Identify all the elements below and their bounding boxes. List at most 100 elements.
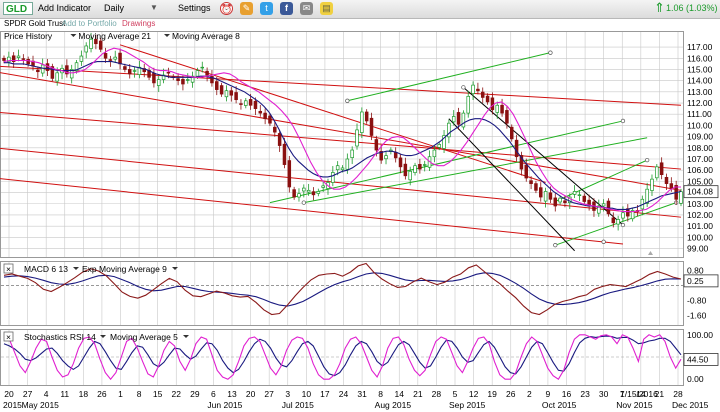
x-tick-label: 15: [153, 389, 163, 399]
x-month-label: Oct 2015: [542, 400, 577, 410]
green-trendline: [555, 159, 648, 202]
candle: [302, 187, 306, 192]
candle: [664, 176, 669, 184]
candle: [118, 52, 122, 65]
candle: [306, 189, 311, 193]
candle: [7, 56, 11, 63]
candle: [224, 90, 229, 98]
y-tick-label: 106.00: [687, 165, 713, 175]
x-month-label: Jun 2015: [207, 400, 242, 410]
candle: [432, 149, 437, 158]
candle: [40, 64, 45, 74]
x-tick-label: 10: [302, 389, 312, 399]
x-tick-label: 22: [172, 389, 182, 399]
chevron-down-icon: [172, 267, 178, 270]
last-date-label: 1/15/2016: [620, 389, 658, 399]
candle: [113, 56, 117, 60]
close-icon-glyph: ×: [6, 332, 11, 342]
candle: [616, 219, 620, 225]
candle: [205, 70, 209, 76]
candle: [263, 112, 267, 120]
add-to-portfolio-link[interactable]: Add to Portfolio: [62, 19, 117, 28]
black-trendline: [463, 86, 624, 226]
candle: [572, 191, 577, 195]
add-indicator-button[interactable]: Add Indicator: [38, 3, 92, 13]
candle: [500, 104, 504, 114]
candle: [611, 217, 616, 224]
candle: [529, 180, 533, 184]
candle: [26, 59, 30, 65]
x-tick-label: 3: [285, 389, 290, 399]
y-tick-label: 110.00: [687, 120, 713, 130]
x-tick-label: 24: [339, 389, 349, 399]
symbol-input[interactable]: GLD: [3, 2, 33, 15]
candle: [471, 84, 475, 94]
candle: [321, 185, 325, 188]
candle: [447, 122, 451, 138]
candle: [316, 191, 321, 194]
candle: [234, 92, 238, 101]
trendline-handle: [548, 50, 553, 55]
legend-item: Exp Moving Average 9: [82, 264, 167, 274]
x-month-label: Dec 2015: [672, 400, 709, 410]
candle: [601, 203, 606, 207]
candle: [548, 192, 553, 200]
candle: [350, 149, 354, 158]
sma21-line: [4, 61, 682, 210]
candle: [229, 90, 234, 96]
candle: [524, 164, 529, 179]
x-tick-label: 27: [23, 389, 33, 399]
candle: [669, 183, 674, 189]
red-trendline: [0, 65, 682, 106]
settings-button[interactable]: Settings: [178, 3, 211, 13]
sticky-note-icon[interactable]: ▤: [320, 2, 333, 15]
chevron-down-icon: [183, 335, 189, 338]
y-tick-label: 99.00: [687, 244, 709, 254]
candle: [563, 200, 567, 203]
candle: [94, 38, 98, 45]
price-panel: [0, 31, 684, 258]
x-tick-label: 31: [357, 389, 367, 399]
y-tick-label: 115.00: [687, 64, 713, 74]
chevron-down-icon: [73, 267, 79, 270]
red-trendline: [119, 44, 546, 183]
candle: [190, 75, 195, 83]
candle: [36, 69, 40, 73]
legend-item: Stochastics RSI 14: [24, 332, 96, 342]
candle: [215, 81, 219, 90]
candle: [413, 165, 417, 173]
candle: [505, 110, 509, 124]
y-tick-label: -0.80: [687, 295, 707, 305]
alarm-clock-icon[interactable]: ⏰: [220, 2, 233, 15]
candle: [239, 103, 243, 105]
candle: [514, 139, 519, 158]
legend-item: MACD 6 13: [24, 264, 68, 274]
x-month-label: Nov 2015: [616, 400, 653, 410]
candle: [152, 72, 156, 84]
candle: [268, 115, 272, 124]
x-month-label: 2015: [3, 400, 22, 410]
candle: [65, 65, 69, 75]
candle: [456, 112, 461, 125]
chevron-down-icon[interactable]: ▼: [150, 3, 158, 12]
candle: [244, 100, 248, 106]
drawings-link[interactable]: Drawings: [122, 19, 156, 28]
trendline-handle: [620, 222, 626, 228]
x-tick-label: 20: [246, 389, 256, 399]
facebook-icon[interactable]: f: [280, 2, 293, 15]
twitter-icon[interactable]: t: [260, 2, 273, 15]
x-tick-label: 13: [227, 389, 237, 399]
y-tick-label: 0.00: [687, 374, 704, 384]
candle: [108, 59, 113, 61]
candle: [273, 126, 277, 133]
x-tick-label: 8: [137, 389, 142, 399]
red-trendline: [0, 72, 682, 191]
legend-item: Moving Average 8: [172, 31, 240, 41]
red-trendline: [0, 178, 624, 245]
interval-select[interactable]: Daily: [104, 3, 125, 13]
green-trendline: [303, 137, 648, 204]
green-trendline: [555, 202, 677, 246]
email-icon[interactable]: ✉: [300, 2, 313, 15]
note-icon[interactable]: ✎: [240, 2, 253, 15]
x-tick-label: 20: [4, 389, 14, 399]
